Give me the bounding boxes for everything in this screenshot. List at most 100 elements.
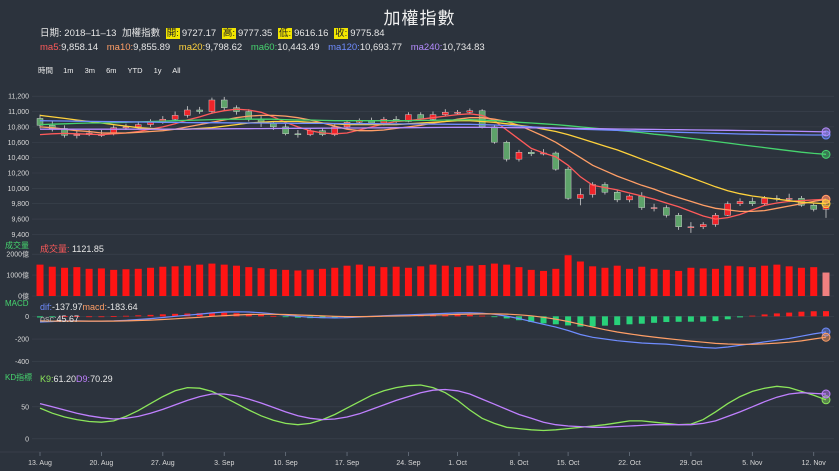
- macd-tick-label: -400: [15, 359, 29, 366]
- candle-body: [810, 205, 817, 210]
- x-tick-label: 5. Nov: [742, 460, 763, 467]
- macd-tick-label: 0: [25, 314, 29, 321]
- candle-body: [122, 126, 130, 129]
- candle-body: [282, 126, 289, 134]
- osc-bar: [737, 316, 744, 318]
- osc-bar: [196, 313, 203, 317]
- osc-bar: [724, 316, 731, 320]
- volume-bar: [785, 266, 793, 296]
- osc-bar: [626, 316, 633, 325]
- ma5-line: [39, 108, 827, 220]
- volume-bar: [810, 267, 818, 296]
- candle-body: [196, 109, 203, 112]
- osc-bar: [675, 316, 682, 322]
- ma60-legend: ma60:10,443.49: [251, 42, 320, 53]
- candle-body: [736, 201, 744, 204]
- range-button-1y[interactable]: 1y: [153, 66, 162, 75]
- osc-bar: [503, 316, 510, 319]
- range-button-all[interactable]: All: [172, 66, 181, 75]
- osc-bar: [552, 316, 559, 325]
- ma120-end-marker: [821, 130, 831, 140]
- osc-bar: [221, 312, 228, 317]
- volume-bar: [478, 265, 486, 296]
- candle-body: [663, 207, 670, 216]
- volume-bar: [110, 269, 118, 296]
- x-tick-label: 10. Sep: [274, 460, 298, 467]
- candle-body: [73, 134, 81, 136]
- volume-bar: [687, 267, 695, 296]
- x-tick-label: 13. Aug: [28, 460, 52, 467]
- candle-body: [650, 207, 658, 209]
- ma60-end-marker: [821, 149, 831, 159]
- range-button-ytd[interactable]: YTD: [127, 66, 143, 75]
- osc-bar: [98, 316, 105, 318]
- osc-bar: [110, 316, 117, 317]
- date-label: 日期:: [40, 28, 62, 39]
- volume-bar: [675, 270, 683, 296]
- ma120-label: ma120:: [328, 42, 360, 53]
- ma10-legend: ma10:9,855.89: [107, 42, 170, 53]
- k-label: K9:: [40, 374, 54, 384]
- volume-bar: [269, 269, 277, 296]
- osc-bar: [614, 316, 621, 326]
- candle-body: [503, 142, 510, 160]
- volume-bar: [97, 268, 105, 296]
- osc-bar: [49, 316, 56, 318]
- osc-bar: [331, 316, 338, 318]
- osc-bar: [810, 311, 817, 317]
- osc-bar: [823, 311, 829, 317]
- osc-bar: [122, 315, 129, 317]
- volume-bar: [404, 267, 412, 296]
- volume-bar: [503, 264, 511, 296]
- date-value: 2018–11–13: [64, 28, 117, 39]
- osc-bar: [540, 316, 547, 324]
- candle-body: [454, 112, 461, 114]
- volume-bar: [417, 266, 425, 296]
- ma20-value: 9,798.62: [205, 42, 243, 53]
- range-button-6m[interactable]: 6m: [106, 66, 117, 75]
- volume-bar: [748, 267, 756, 296]
- volume-bar: [355, 264, 363, 296]
- high-value: 9777.35: [237, 28, 273, 39]
- candle-body: [699, 224, 707, 227]
- volume-bar: [490, 263, 498, 296]
- x-tick-label: 3. Sep: [214, 460, 234, 467]
- volume-bar: [392, 266, 400, 296]
- candle-body: [294, 133, 302, 136]
- price-tick-label: 9,600: [11, 217, 29, 224]
- high-label: 高:: [221, 28, 236, 39]
- volume-bar: [626, 268, 633, 296]
- volume-bar: [699, 268, 707, 296]
- dif-value: -137.97: [52, 302, 83, 312]
- price-tick-label: 9,400: [11, 232, 29, 239]
- osc-bar: [135, 315, 142, 317]
- osc-bar: [258, 314, 265, 317]
- volume-bar: [773, 264, 781, 296]
- candle-body: [405, 114, 412, 122]
- candle-body: [687, 226, 695, 228]
- price-tick-label: 10,200: [8, 170, 30, 177]
- candle-body: [466, 110, 474, 113]
- candle-body: [712, 215, 719, 225]
- candle-body: [442, 112, 449, 115]
- x-tick-label: 15. Oct: [557, 460, 580, 467]
- volume-bar: [613, 265, 621, 296]
- volume-bar: [589, 266, 597, 296]
- osc-bar: [761, 314, 768, 317]
- candle-body: [577, 194, 584, 199]
- volume-legend: 成交量: 1121.85: [40, 244, 104, 254]
- candle-body: [331, 126, 338, 135]
- price-tick-label: 10,600: [8, 140, 30, 147]
- volume-tick-label: 1000億: [6, 271, 29, 280]
- volume-bar: [724, 265, 732, 296]
- ma240-value: 10,734.83: [442, 42, 485, 53]
- osc-bar: [786, 312, 793, 317]
- macd-value: -183.64: [107, 302, 138, 312]
- range-button-3m[interactable]: 3m: [84, 66, 96, 75]
- range-button-1m[interactable]: 1m: [63, 66, 74, 75]
- x-tick-label: 17. Sep: [335, 460, 359, 467]
- volume-bar: [540, 270, 548, 296]
- ma5-legend: ma5:9,858.14: [40, 42, 98, 53]
- candle-body: [36, 118, 44, 126]
